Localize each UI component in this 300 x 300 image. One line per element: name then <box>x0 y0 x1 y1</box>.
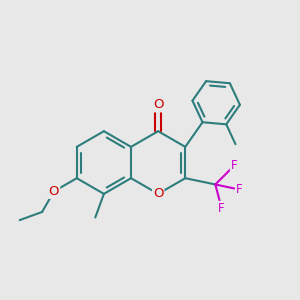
Text: F: F <box>236 183 242 196</box>
Text: O: O <box>153 188 164 200</box>
Text: O: O <box>153 98 164 111</box>
Text: F: F <box>231 159 237 172</box>
Text: O: O <box>49 185 59 198</box>
Text: F: F <box>218 202 225 215</box>
